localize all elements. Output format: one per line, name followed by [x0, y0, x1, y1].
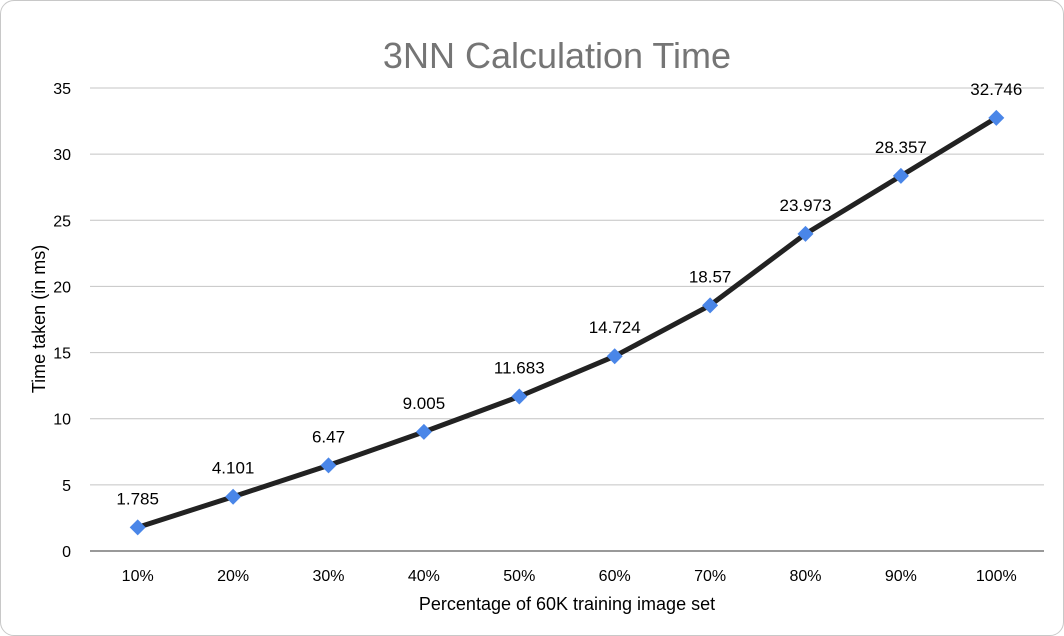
x-tick-label: 40%	[408, 568, 440, 585]
y-tick-label: 35	[53, 81, 71, 98]
data-label: 23.973	[780, 196, 832, 215]
data-point-marker	[511, 388, 528, 405]
y-tick-label: 10	[53, 412, 71, 429]
data-point-marker	[225, 488, 242, 505]
data-point-marker	[606, 348, 623, 365]
y-axis-title: Time taken (in ms)	[29, 245, 49, 393]
y-tick-label: 30	[53, 147, 71, 164]
data-point-marker	[415, 423, 432, 440]
data-point-marker	[702, 297, 719, 314]
x-tick-label: 30%	[312, 568, 344, 585]
data-label: 1.785	[116, 489, 159, 508]
y-tick-label: 5	[62, 478, 71, 495]
data-label: 6.47	[312, 427, 345, 446]
x-tick-label: 100%	[976, 568, 1017, 585]
data-label: 14.724	[589, 318, 641, 337]
data-labels: 1.785 4.101 6.47 9.005 11.683 14.724 18.57 23.9…	[116, 80, 1022, 509]
x-axis-title: Percentage of 60K training image set	[419, 594, 715, 614]
x-tick-label: 60%	[599, 568, 631, 585]
data-point-marker	[129, 519, 146, 536]
x-tick-label: 10%	[122, 568, 154, 585]
data-label: 32.746	[970, 80, 1022, 99]
y-tick-label: 0	[62, 544, 71, 561]
data-point-marker	[988, 109, 1005, 126]
data-label: 28.357	[875, 138, 927, 157]
data-point-marker	[892, 167, 909, 184]
chart-title: 3NN Calculation Time	[383, 35, 731, 76]
data-label: 18.57	[689, 267, 732, 286]
x-axis-ticks: 10% 20% 30% 40% 50% 60% 70% 80% 90% 100%	[122, 568, 1017, 585]
y-tick-label: 25	[53, 213, 71, 230]
gridlines	[90, 87, 1044, 486]
x-tick-label: 50%	[503, 568, 535, 585]
data-point-marker	[320, 457, 337, 474]
data-points	[129, 109, 1005, 536]
x-tick-label: 90%	[885, 568, 917, 585]
y-axis-ticks: 0 5 10 15 20 25 30 35	[53, 81, 71, 561]
series-line	[135, 115, 999, 530]
y-tick-label: 15	[53, 346, 71, 363]
x-tick-label: 80%	[789, 568, 821, 585]
data-label: 4.101	[212, 459, 255, 478]
data-label: 11.683	[494, 358, 545, 377]
x-tick-label: 20%	[217, 568, 249, 585]
data-point-marker	[797, 225, 814, 242]
x-tick-label: 70%	[694, 568, 726, 585]
y-tick-label: 20	[53, 279, 71, 296]
data-label: 9.005	[403, 394, 446, 413]
